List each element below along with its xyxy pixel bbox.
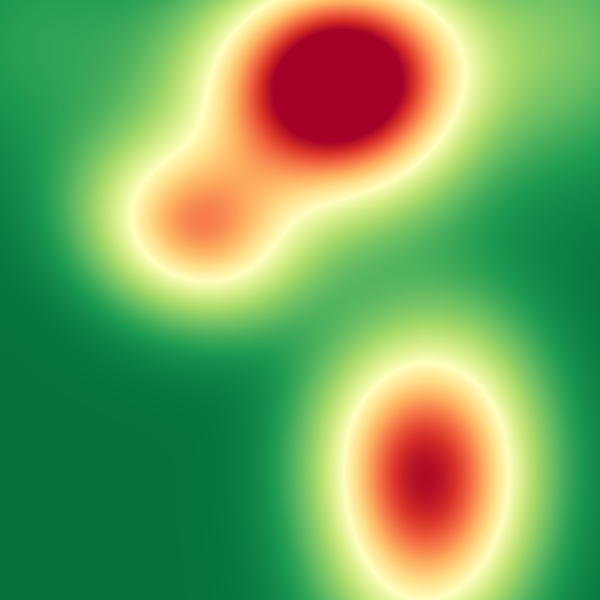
heatmap-image [0,0,600,600]
